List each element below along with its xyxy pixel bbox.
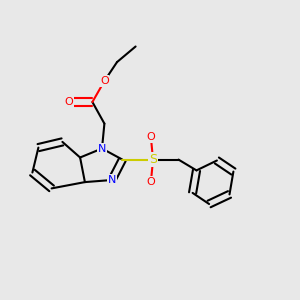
Text: O: O: [146, 177, 155, 187]
Text: S: S: [149, 153, 157, 166]
Text: N: N: [108, 175, 116, 185]
Text: O: O: [100, 76, 109, 86]
Text: O: O: [146, 132, 155, 142]
Text: O: O: [64, 97, 74, 107]
Text: N: N: [98, 143, 106, 154]
